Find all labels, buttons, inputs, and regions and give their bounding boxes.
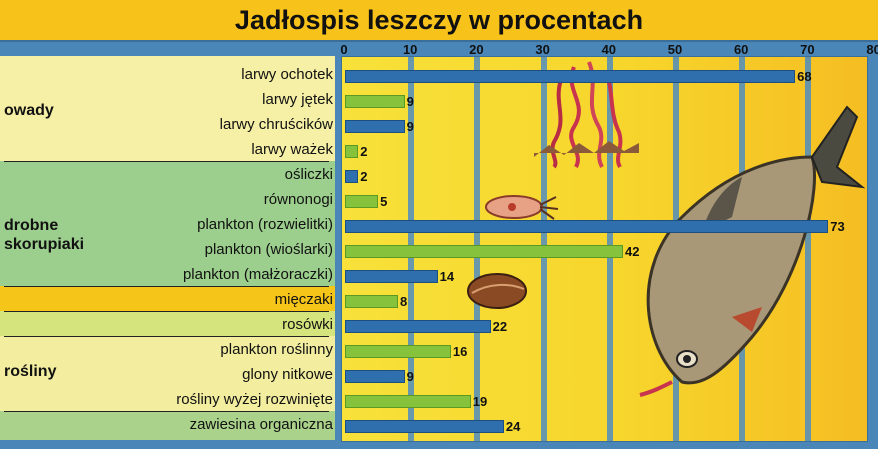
band-zawiesina <box>0 411 335 440</box>
band-mieczaki <box>0 286 335 311</box>
x-tick-label: 40 <box>601 42 617 57</box>
separator <box>4 161 329 162</box>
x-tick-label: 0 <box>340 42 348 57</box>
band-owady <box>0 56 335 161</box>
x-tick-label: 70 <box>800 42 815 57</box>
bar-value-label: 68 <box>797 69 812 84</box>
bar-value-label: 16 <box>452 344 468 359</box>
bar-value-label: 9 <box>406 94 414 109</box>
category-label: równonogi <box>263 191 333 208</box>
x-tick-label: 80 <box>866 42 878 57</box>
x-tick-label: 60 <box>733 42 749 57</box>
category-label: rośliny wyżej rozwinięte <box>176 391 333 408</box>
category-label: larwy jętek <box>262 91 333 108</box>
group-label-skorupiaki: skorupiaki <box>4 236 85 253</box>
bar-value-label: 2 <box>360 169 368 184</box>
mussel-illustration <box>467 273 527 309</box>
bar-value-label: 14 <box>439 269 455 284</box>
bar-value-label: 42 <box>625 244 640 259</box>
bar <box>345 320 491 333</box>
bar-value-label: 5 <box>380 194 388 209</box>
category-label: ośliczki <box>284 166 333 183</box>
x-tick-label: 20 <box>469 42 484 57</box>
plot-area: 68 9 9 2 2 5 73 42 14 8 22 16 9 19 24 <box>341 56 868 442</box>
gridline <box>805 57 812 441</box>
separator <box>4 311 329 312</box>
bar <box>345 395 471 408</box>
band-rosowki <box>0 311 335 336</box>
category-label: mięczaki <box>274 291 333 308</box>
group-label-rosliny: rośliny <box>4 363 57 380</box>
bar-value-label: 73 <box>830 219 845 234</box>
group-label-drobne: drobne <box>4 217 59 234</box>
category-label: plankton (wioślarki) <box>204 241 333 258</box>
bar <box>345 220 829 233</box>
x-tick-label: 30 <box>535 42 550 57</box>
category-label: larwy ważek <box>251 141 333 158</box>
band-skorupiaki <box>0 161 335 286</box>
bream-fish-illustration <box>639 105 866 397</box>
bar-value-label: 24 <box>505 419 521 434</box>
separator <box>4 411 329 412</box>
separator <box>4 336 329 337</box>
bar-value-label: 8 <box>399 294 408 309</box>
category-label: plankton roślinny <box>220 341 333 358</box>
category-label: glony nitkowe <box>242 366 333 383</box>
bar <box>345 345 451 358</box>
category-panel: owady drobne skorupiaki rośliny <box>0 56 335 440</box>
bar <box>345 370 405 383</box>
bar <box>345 195 379 208</box>
bar <box>345 420 504 433</box>
plankton-illustration <box>485 195 559 220</box>
chart-title: Jadłospis leszczy w procentach <box>234 5 644 35</box>
bar <box>345 295 398 308</box>
bar-value-label: 9 <box>406 369 414 384</box>
bar <box>345 270 438 283</box>
category-label: rosówki <box>282 316 333 333</box>
category-label: zawiesina organiczna <box>189 416 333 433</box>
bar-value-label: 9 <box>406 119 414 134</box>
bar-value-label: 2 <box>360 144 368 159</box>
group-label-owady: owady <box>4 102 54 119</box>
bar <box>345 120 405 133</box>
category-label: plankton (rozwielitki) <box>197 216 333 233</box>
bar <box>345 245 624 258</box>
x-tick-label: 50 <box>667 42 683 57</box>
bar <box>345 70 796 83</box>
bar <box>345 145 359 158</box>
category-label: larwy chruścików <box>219 116 333 133</box>
category-label: plankton (małżoraczki) <box>182 266 333 283</box>
bar-value-label: 19 <box>472 394 488 409</box>
bar-value-label: 22 <box>492 319 508 334</box>
bar <box>345 170 359 183</box>
category-label: larwy ochotek <box>241 66 333 83</box>
bar <box>345 95 405 108</box>
title-bar <box>0 0 878 42</box>
x-tick-label: 10 <box>402 42 418 57</box>
band-rosliny <box>0 336 335 411</box>
separator <box>4 286 329 287</box>
